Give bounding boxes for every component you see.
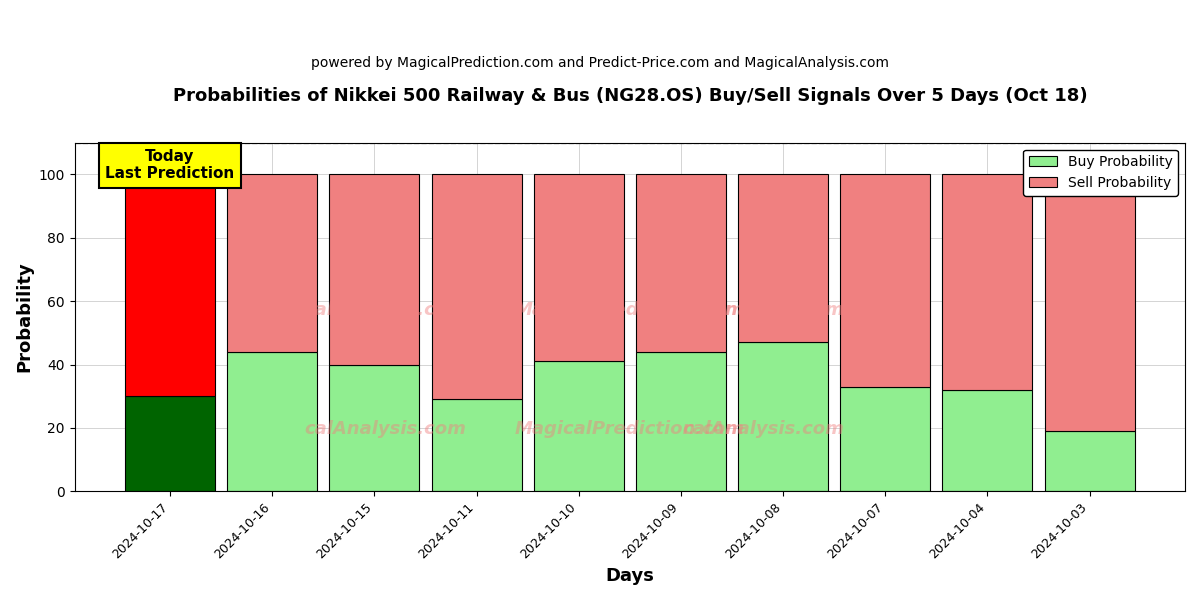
Bar: [1045, 431, 1134, 491]
Text: powered by MagicalPrediction.com and Predict-Price.com and MagicalAnalysis.com: powered by MagicalPrediction.com and Pre…: [311, 56, 889, 70]
Text: calAnalysis.com: calAnalysis.com: [305, 301, 467, 319]
Bar: [738, 175, 828, 343]
Bar: [840, 386, 930, 491]
Bar: [1045, 175, 1134, 431]
Bar: [227, 352, 317, 491]
Text: MagicalPrediction.com: MagicalPrediction.com: [515, 419, 745, 437]
Bar: [125, 396, 215, 491]
Text: calAnalysis.com: calAnalysis.com: [682, 301, 844, 319]
Bar: [432, 175, 522, 400]
Bar: [942, 390, 1032, 491]
Bar: [840, 175, 930, 386]
Text: Today
Last Prediction: Today Last Prediction: [106, 149, 235, 181]
X-axis label: Days: Days: [605, 567, 654, 585]
Bar: [942, 175, 1032, 390]
Bar: [534, 175, 624, 361]
Bar: [330, 365, 419, 491]
Text: calAnalysis.com: calAnalysis.com: [305, 419, 467, 437]
Bar: [432, 400, 522, 491]
Bar: [636, 175, 726, 352]
Bar: [534, 361, 624, 491]
Y-axis label: Probability: Probability: [16, 262, 34, 373]
Bar: [227, 175, 317, 352]
Bar: [330, 175, 419, 365]
Legend: Buy Probability, Sell Probability: Buy Probability, Sell Probability: [1024, 149, 1178, 196]
Bar: [125, 175, 215, 396]
Text: MagicalPrediction.com: MagicalPrediction.com: [515, 301, 745, 319]
Bar: [738, 343, 828, 491]
Title: Probabilities of Nikkei 500 Railway & Bus (NG28.OS) Buy/Sell Signals Over 5 Days: Probabilities of Nikkei 500 Railway & Bu…: [173, 87, 1087, 105]
Text: calAnalysis.com: calAnalysis.com: [682, 419, 844, 437]
Bar: [636, 352, 726, 491]
